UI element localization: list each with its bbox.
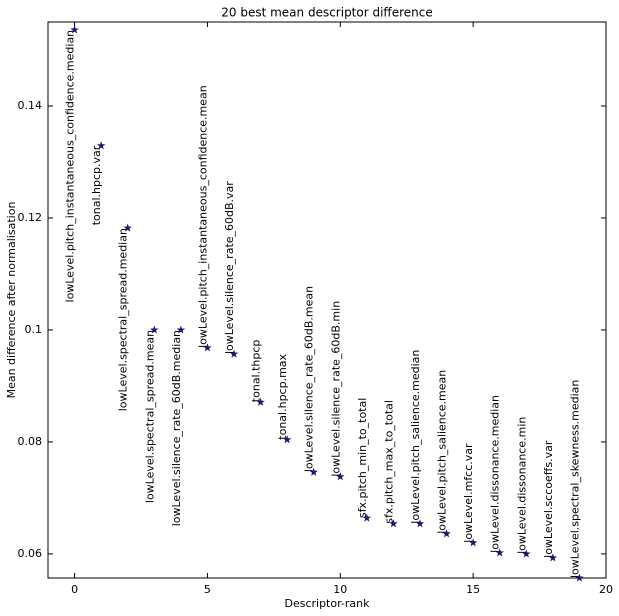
point-label: lowLevel.silence_rate_60dB.mean [303,286,316,472]
y-axis-label: Mean difference after normalisation [5,202,18,399]
x-axis-label: Descriptor-rank [284,597,370,610]
point-label: lowLevel.spectral_spread.median [117,228,130,411]
point [548,553,558,562]
point-label: lowLevel.silence_rate_60dB.median [170,330,183,526]
point-label: lowLevel.mfcc.var [462,443,475,543]
chart-title: 20 best mean descriptor difference [221,6,432,20]
point [389,519,398,528]
point-label: lowLevel.dissonance.median [489,395,502,553]
point [336,472,345,481]
point [70,25,79,34]
y-tick-label: 0.06 [18,547,43,560]
point [415,519,425,528]
point-label: lowLevel.pitch_instantaneous_confidence.… [196,85,209,348]
point [150,325,159,334]
point [495,548,504,557]
point-label: tonal.hpcp.max [276,353,289,439]
point [96,141,106,150]
point [575,573,584,582]
point [468,538,478,547]
point [123,223,132,232]
point [362,513,372,522]
point-label: lowLevel.pitch_salience.median [409,350,422,524]
point-label: lowLevel.pitch_instantaneous_confidence.… [64,30,77,303]
point [203,343,212,352]
point-label: lowLevel.sccoeffs.var [542,440,555,558]
point-label: lowLevel.pitch_salience.mean [436,370,449,534]
point [282,435,292,444]
point [256,397,265,406]
x-tick-label: 10 [333,583,347,596]
point-label: tonal.thpcp [250,340,263,403]
point-label: sfx.pitch_max_to_total [382,400,395,524]
point [522,549,531,558]
point-label: sfx.pitch_min_to_total [356,398,369,518]
point-label: lowLevel.spectral_spread.mean [143,330,156,503]
x-tick-label: 20 [599,583,613,596]
y-tick-label: 0.12 [18,211,43,224]
plot-frame [47,21,607,579]
point-label: lowLevel.dissonance.min [515,417,528,554]
point [309,467,318,476]
point-label: tonal.hpcp.var [90,145,103,225]
point [229,349,239,358]
y-tick-label: 0.14 [18,99,43,112]
point-label: lowLevel.silence_rate_60dB.min [329,301,342,477]
point-label: lowLevel.spectral_skewness.median [568,380,581,578]
point-label: lowLevel.silence_rate_60dB.var [223,181,236,354]
x-tick-label: 5 [204,583,211,596]
x-tick-label: 15 [466,583,480,596]
point [442,529,451,538]
point [176,325,186,334]
y-tick-label: 0.08 [18,435,43,448]
y-tick-label: 0.1 [25,323,43,336]
x-tick-label: 0 [71,583,78,596]
